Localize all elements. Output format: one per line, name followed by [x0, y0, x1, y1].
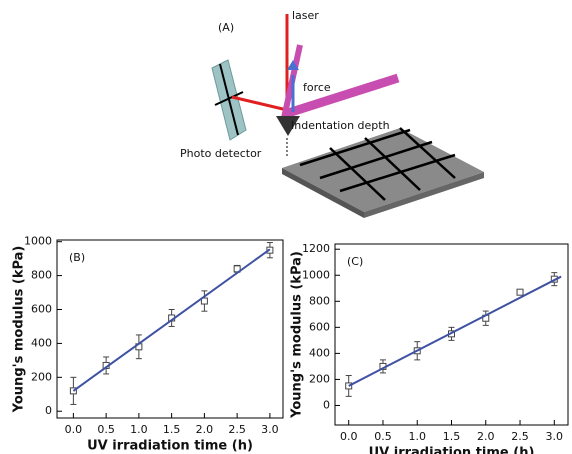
substrate-edge [364, 172, 484, 218]
x-tick-label: 0.0 [65, 423, 83, 436]
substrate-edge [282, 168, 364, 218]
x-tick-label: 0.0 [340, 430, 358, 443]
y-tick-label: 1000 [24, 235, 52, 248]
x-tick-label: 3.0 [261, 423, 279, 436]
y-tick-label: 0 [323, 398, 330, 411]
x-tick-label: 2.0 [477, 430, 495, 443]
point [200, 297, 208, 305]
panel-label: (A) [218, 21, 234, 34]
substrate [282, 128, 484, 212]
detector-line [214, 91, 244, 106]
y-tick-label: 400 [31, 336, 52, 349]
diagram: (A) laser force Indentation depth Photo … [180, 9, 484, 218]
y-tick-label: 800 [309, 294, 330, 307]
x-tick-label: 1.5 [443, 430, 461, 443]
x-tick-label: 3.0 [546, 430, 564, 443]
x-tick-label: 2.5 [228, 423, 246, 436]
grid-pattern [299, 127, 456, 201]
y-axis-label: Young's modulus (kPa) [12, 246, 27, 414]
x-axis-label: UV irradiation time (h) [87, 439, 253, 454]
force-arrow-head [287, 60, 299, 70]
x-tick-label: 1.0 [408, 430, 426, 443]
panel-label: (B) [69, 251, 85, 264]
y-axis-label: Young's modulus (kPa) [290, 251, 305, 419]
x-axis-label: UV irradiation time (h) [369, 446, 535, 454]
y-tick-label: 400 [309, 346, 330, 359]
y-tick-label: 800 [31, 269, 52, 282]
fit-line [348, 275, 562, 387]
point [516, 288, 524, 296]
fit-line [72, 248, 271, 392]
label: Indentation depth [291, 119, 390, 132]
x-tick-label: 0.5 [97, 423, 115, 436]
panel-label: (C) [347, 255, 363, 268]
cantilever [283, 73, 400, 119]
y-tick-label: 600 [309, 320, 330, 333]
x-tick-label: 2.5 [511, 430, 529, 443]
label: force [303, 81, 331, 94]
y-tick-label: 200 [309, 372, 330, 385]
y-tick-label: 1200 [302, 242, 330, 255]
y-tick-label: 600 [31, 303, 52, 316]
y-tick-label: 0 [45, 404, 52, 417]
x-tick-label: 1.0 [130, 423, 148, 436]
plot-frame [56, 239, 284, 419]
y-tick-label: 200 [31, 370, 52, 383]
y-tick-label: 1000 [302, 268, 330, 281]
label: laser [292, 9, 319, 22]
label: Photo detector [180, 147, 262, 160]
x-tick-label: 1.5 [163, 423, 181, 436]
x-tick-label: 0.5 [374, 430, 392, 443]
x-tick-label: 2.0 [196, 423, 214, 436]
laser-beam [231, 95, 288, 112]
tip [276, 116, 300, 136]
